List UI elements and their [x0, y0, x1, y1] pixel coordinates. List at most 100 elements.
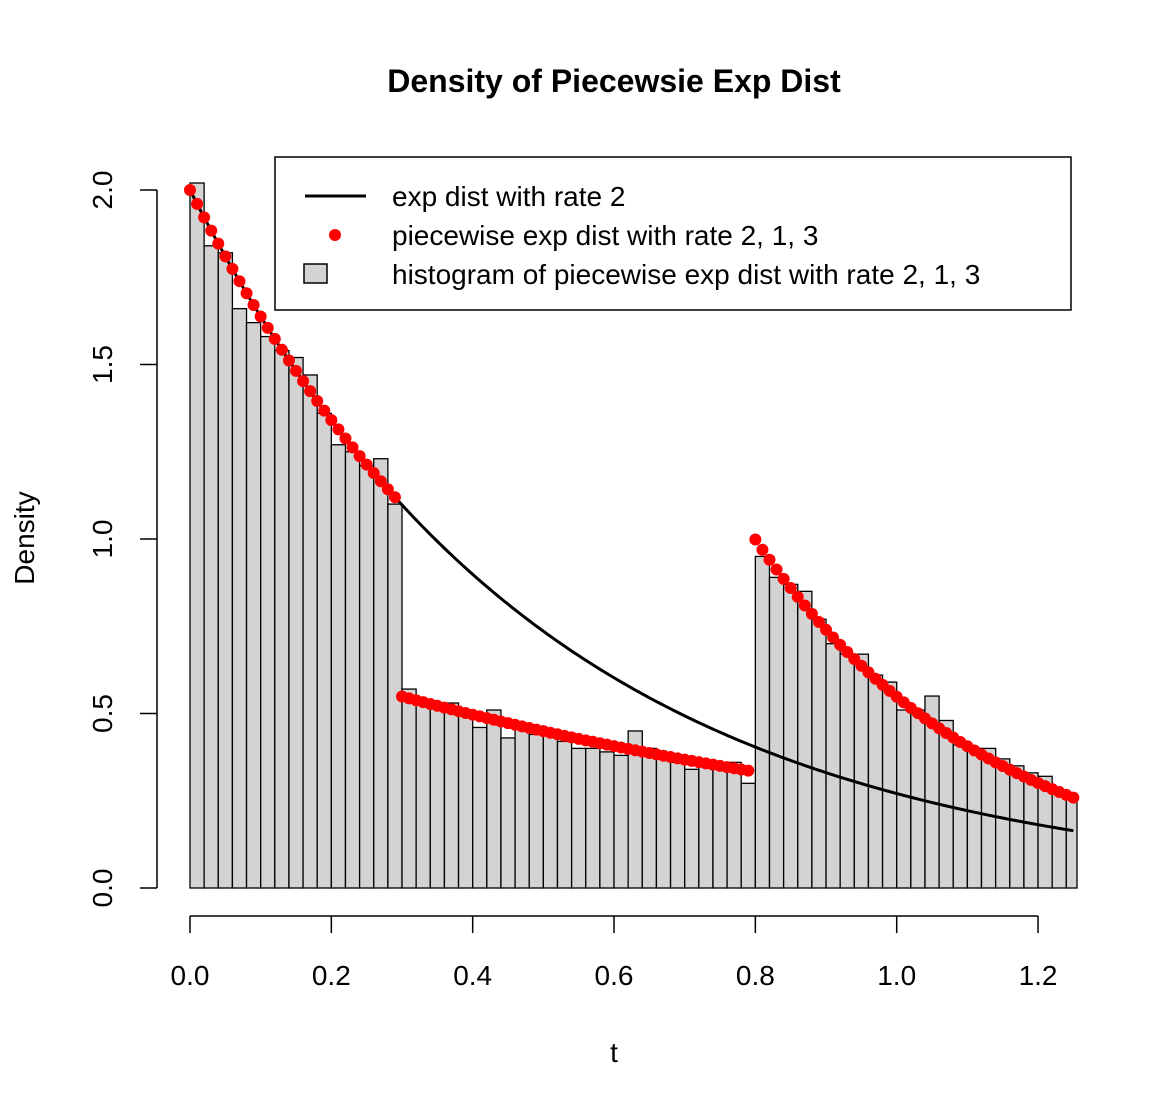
histogram-bar: [457, 712, 474, 889]
histogram-bar: [203, 245, 219, 889]
density-point: [325, 414, 338, 427]
histogram-bar: [896, 709, 912, 889]
density-point: [318, 404, 331, 417]
density-point: [353, 450, 366, 463]
histogram-bar: [274, 349, 290, 889]
histogram-bar: [260, 335, 276, 889]
histogram-bar: [231, 308, 248, 889]
legend-point-swatch: [329, 229, 341, 241]
histogram-bar: [330, 444, 347, 889]
histogram-bar: [486, 709, 502, 889]
x-tick-label: 0.2: [312, 960, 351, 991]
legend-label-histogram: histogram of piecewise exp dist with rat…: [392, 259, 980, 290]
density-point: [282, 354, 295, 367]
density-point: [233, 275, 246, 288]
density-point: [191, 197, 204, 210]
histogram-bar: [556, 740, 573, 889]
legend: exp dist with rate 2 piecewise exp dist …: [274, 156, 1072, 311]
density-point: [763, 553, 776, 566]
histogram-bar: [797, 590, 813, 889]
density-point: [388, 491, 401, 504]
legend-label-points: piecewise exp dist with rate 2, 1, 3: [392, 220, 818, 251]
density-point: [784, 582, 797, 595]
density-point: [339, 432, 352, 445]
histogram-bar: [288, 356, 304, 889]
histogram-bar: [316, 412, 332, 889]
histogram-bar: [754, 555, 771, 889]
density-point: [812, 615, 825, 628]
density-point: [805, 607, 818, 620]
histogram-bar: [825, 643, 841, 889]
histogram-bar: [217, 252, 234, 889]
legend-hist-swatch: [303, 263, 328, 284]
histogram-bar: [980, 747, 997, 889]
histogram-bar: [768, 576, 785, 889]
histogram-bar: [302, 374, 318, 889]
density-point: [226, 262, 239, 275]
histogram-bar: [1065, 796, 1078, 889]
histogram-bar: [599, 751, 615, 889]
y-axis: 0.0 0.5 1.0 1.5 2.0: [87, 171, 158, 908]
density-point: [346, 441, 359, 454]
histogram-bar: [1023, 772, 1039, 889]
histogram-bar: [655, 758, 672, 889]
density-point: [820, 623, 833, 636]
x-tick-label: 1.2: [1019, 960, 1058, 991]
histogram-bar: [698, 765, 714, 889]
chart-title: Density of Piecewsie Exp Dist: [387, 63, 841, 99]
density-point: [240, 287, 253, 300]
x-tick-label: 1.0: [877, 960, 916, 991]
histogram-bar: [500, 737, 516, 889]
density-point: [360, 458, 373, 471]
x-axis-label: t: [610, 1037, 618, 1068]
histogram-bar: [358, 465, 375, 889]
histogram-bar: [443, 702, 460, 889]
histogram-bar: [684, 768, 700, 889]
density-point: [205, 224, 218, 237]
density-point: [311, 395, 324, 408]
density-point: [212, 237, 225, 250]
legend-box: [274, 156, 1072, 311]
density-point: [1067, 791, 1080, 804]
histogram-bar: [1009, 765, 1025, 889]
density-point: [749, 533, 762, 546]
histogram-bar: [811, 618, 827, 889]
density-point: [268, 332, 281, 345]
density-point: [275, 343, 288, 356]
histogram-bar: [542, 733, 559, 889]
density-point: [742, 764, 755, 777]
y-tick-label: 1.0: [87, 520, 118, 559]
histogram-bar: [641, 747, 658, 889]
histogram-bar: [952, 744, 969, 889]
density-point: [367, 467, 380, 480]
density-point: [247, 298, 260, 311]
histogram-bar: [867, 674, 884, 889]
density-point: [219, 250, 232, 263]
histogram-bar: [528, 733, 544, 889]
density-point: [798, 599, 811, 612]
histogram-bar: [726, 761, 742, 889]
histogram-bar: [966, 747, 983, 889]
x-tick-label: 0.8: [736, 960, 775, 991]
y-tick-label: 0.0: [87, 869, 118, 908]
histogram-bar: [429, 705, 446, 889]
histogram-bar: [881, 681, 898, 889]
y-tick-label: 2.0: [87, 171, 118, 210]
histogram-bar: [1051, 793, 1067, 889]
histogram-bar: [585, 747, 601, 889]
density-point: [290, 364, 302, 377]
density-point: [254, 310, 267, 323]
histogram-bar: [839, 653, 855, 889]
density-point: [332, 423, 345, 436]
density-point: [777, 572, 790, 585]
density-point: [198, 211, 211, 224]
histogram-bar: [782, 583, 799, 889]
histogram-bars: [189, 182, 1078, 889]
density-point: [297, 375, 310, 388]
histogram-bar: [669, 761, 686, 889]
density-point: [770, 563, 783, 576]
histogram-bar: [245, 321, 262, 889]
x-tick-label: 0.4: [453, 960, 492, 991]
points-layer: [184, 184, 1080, 804]
